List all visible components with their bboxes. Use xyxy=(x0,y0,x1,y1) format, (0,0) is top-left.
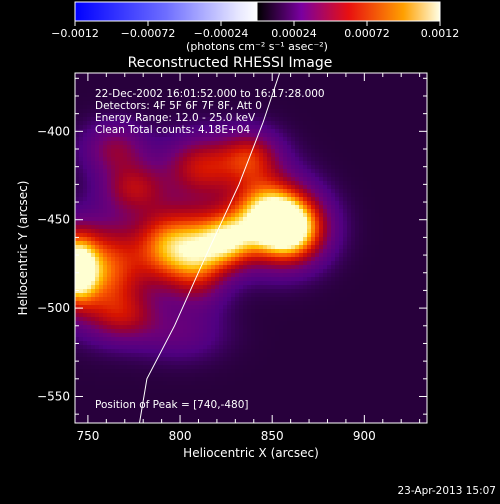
info-total-counts: Clean Total counts: 4.18E+04 xyxy=(95,124,250,136)
colorbar-tick-label: −0.00024 xyxy=(194,27,249,40)
y-tick-label: −450 xyxy=(37,213,70,227)
colorbar-ticks: −0.0012 −0.00072 −0.00024 0.00024 0.00072 0.0… xyxy=(51,21,459,40)
info-time-range: 22-Dec-2002 16:01:52.000 to 16:17:28.000 xyxy=(95,88,325,100)
colorbar-tick-label: −0.00072 xyxy=(121,27,176,40)
y-tick-label: −550 xyxy=(37,389,70,403)
x-tick-label: 800 xyxy=(169,429,192,443)
x-tick-label: 900 xyxy=(353,429,376,443)
colorbar-tick-label: 0.00072 xyxy=(344,27,390,40)
x-tick-label: 850 xyxy=(261,429,284,443)
peak-position-label: Position of Peak = [740,-480] xyxy=(95,399,249,411)
colorbar-tick-label: −0.0012 xyxy=(51,27,99,40)
chart-title: Reconstructed RHESSI Image xyxy=(128,55,333,71)
x-tick-label: 750 xyxy=(76,429,99,443)
x-axis-label: Heliocentric X (arcsec) xyxy=(183,446,319,460)
info-energy-range: Energy Range: 12.0 - 25.0 keV xyxy=(95,112,256,124)
y-axis-label: Heliocentric Y (arcsec) xyxy=(16,181,30,316)
colorbar xyxy=(75,2,440,21)
colorbar-unit-label: (photons cm⁻² s⁻¹ asec⁻²) xyxy=(186,40,328,53)
y-tick-label: −500 xyxy=(37,301,70,315)
info-detectors: Detectors: 4F 5F 6F 7F 8F, Att 0 xyxy=(95,100,262,112)
colorbar-tick-label: 0.0012 xyxy=(421,27,460,40)
footer-timestamp: 23-Apr-2013 15:07 xyxy=(397,485,496,497)
y-tick-label: −400 xyxy=(37,124,70,138)
colorbar-tick-label: 0.00024 xyxy=(271,27,317,40)
